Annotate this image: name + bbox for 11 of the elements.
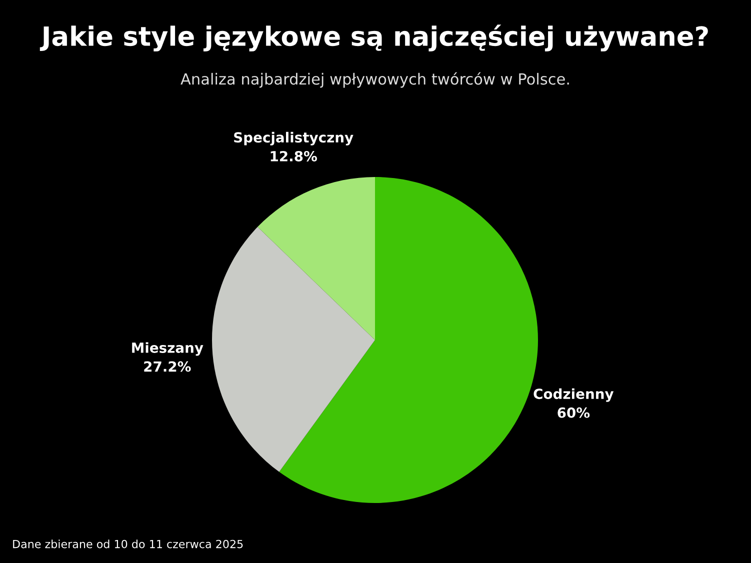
pie-slice	[212, 226, 375, 472]
data-label: 27.2%	[144, 361, 191, 372]
data-label: 12.8%	[270, 150, 317, 162]
chart-title: Jakie style językowe są najczęściej używane?	[40, 24, 708, 52]
text: Dane zbierane od 10 do 11 czerwca 2025	[13, 540, 243, 548]
chart-subtitle: Analiza najbardziej wpływowych twórców w Polsce.	[180, 72, 569, 88]
pie-slice	[258, 177, 375, 340]
slice-label: Mieszany	[132, 342, 204, 356]
data-label: 60%	[558, 407, 590, 418]
slice-label: Codzienny	[534, 388, 614, 402]
slice-label: Specjalistyczny	[234, 132, 354, 146]
